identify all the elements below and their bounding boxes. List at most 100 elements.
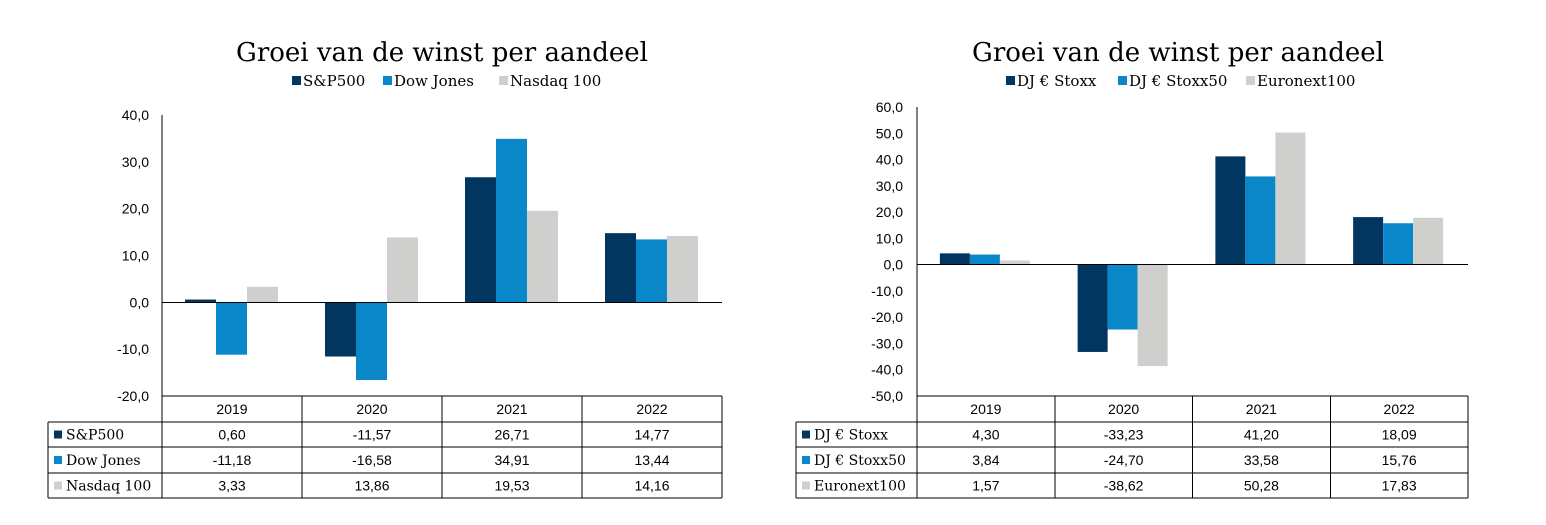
bar: [636, 239, 667, 303]
bar: [387, 237, 418, 303]
table-row-label: Dow Jones: [66, 453, 141, 469]
table-legend-key: [802, 481, 810, 490]
table-cell-value: 26,71: [494, 427, 529, 443]
table-cell-value: 13,86: [354, 478, 389, 494]
legend-entry: Nasdaq 100: [510, 72, 601, 90]
chart-1: Groei van de winst per aandeel S&P500 Dow …: [47, 38, 723, 499]
y-tick-label: 40,0: [122, 107, 149, 123]
y-tick-label: 50,0: [876, 125, 903, 141]
chart-2: Groei van de winst per aandeel DJ € Stoxx…: [795, 38, 1469, 499]
table-cell-value: 4,30: [972, 427, 999, 443]
table-row-label: DJ € Stoxx: [814, 428, 888, 444]
table-cell-value: 14,77: [634, 427, 669, 443]
bar: [1275, 132, 1306, 265]
table-cell-value: 0,60: [218, 427, 245, 443]
table-cell-value: -24,70: [1104, 452, 1144, 468]
table-cell-value: -11,18: [213, 452, 252, 468]
table-cell-value: 50,28: [1244, 478, 1279, 494]
table-cell-value: 33,58: [1244, 452, 1279, 468]
chart-title: Groei van de winst per aandeel: [236, 38, 648, 68]
x-category-label: 2022: [636, 401, 667, 417]
table-cell-value: 3,33: [218, 478, 245, 494]
table-legend-key: [802, 456, 810, 464]
table-cell-value: 41,20: [1244, 427, 1279, 443]
bar: [216, 302, 247, 355]
table-row-label: S&P500: [66, 428, 124, 444]
legend-entry: Euronext100: [1257, 72, 1355, 90]
x-category-label: 2022: [1384, 401, 1415, 417]
legend-entry: DJ € Stoxx50: [1129, 72, 1227, 90]
bar: [605, 233, 636, 303]
bar: [185, 299, 216, 303]
legend-entry: Dow Jones: [394, 72, 474, 90]
legend-swatch: [499, 76, 508, 85]
bar: [527, 210, 558, 303]
table-cell-value: 15,76: [1382, 452, 1417, 468]
y-tick-label: 30,0: [876, 178, 903, 194]
legend-entry: DJ € Stoxx: [1017, 72, 1097, 90]
bar: [356, 302, 387, 380]
table-cell-value: -38,62: [1104, 478, 1144, 494]
bar: [999, 260, 1030, 265]
bar: [496, 138, 527, 303]
bar: [939, 253, 970, 265]
bar: [1107, 264, 1138, 330]
legend-swatch: [292, 76, 301, 85]
y-tick-label: -50,0: [871, 388, 903, 404]
table-cell-value: 18,09: [1382, 427, 1417, 443]
y-tick-label: 20,0: [876, 204, 903, 220]
y-tick-label: 20,0: [122, 201, 149, 217]
y-tick-label: 0,0: [130, 294, 150, 310]
y-tick-label: -10,0: [117, 341, 149, 357]
table-legend-key: [802, 430, 810, 439]
y-tick-label: -20,0: [871, 309, 903, 325]
y-tick-label: 40,0: [876, 152, 903, 168]
table-row-label: Euronext100: [814, 479, 906, 495]
table-row-label: Nasdaq 100: [66, 479, 151, 495]
bar: [325, 302, 356, 357]
table-legend-key: [54, 430, 62, 439]
y-tick-label: -10,0: [871, 283, 903, 299]
bar: [1077, 264, 1108, 352]
y-tick-label: -30,0: [871, 335, 903, 351]
x-category-label: 2019: [216, 401, 247, 417]
y-tick-label: 30,0: [122, 154, 149, 170]
table-cell-value: 3,84: [972, 452, 999, 468]
x-category-label: 2020: [356, 401, 387, 417]
y-tick-label: 10,0: [876, 230, 903, 246]
table-cell-value: 17,83: [1382, 478, 1417, 494]
table-cell-value: -11,57: [353, 427, 392, 443]
x-category-label: 2020: [1108, 401, 1139, 417]
bar: [1413, 217, 1444, 265]
bar: [1383, 223, 1414, 265]
table-cell-value: 1,57: [972, 478, 999, 494]
table-cell-value: 19,53: [494, 478, 529, 494]
table-cell-value: 34,91: [494, 452, 529, 468]
chart-title: Groei van de winst per aandeel: [972, 38, 1384, 68]
table-cell-value: -16,58: [352, 452, 392, 468]
table-legend-key: [54, 456, 62, 464]
bar: [969, 254, 1000, 265]
bar: [247, 286, 278, 303]
legend-swatch: [1006, 76, 1015, 85]
x-category-label: 2021: [496, 401, 527, 417]
bar: [1353, 217, 1384, 265]
table-cell-value: 14,16: [634, 478, 669, 494]
x-category-label: 2019: [970, 401, 1001, 417]
y-tick-label: -20,0: [117, 388, 149, 404]
y-tick-label: -40,0: [871, 362, 903, 378]
x-category-label: 2021: [1246, 401, 1277, 417]
y-tick-label: 10,0: [122, 248, 149, 264]
table-cell-value: -33,23: [1104, 427, 1144, 443]
y-tick-label: 0,0: [884, 257, 904, 273]
legend-entry: S&P500: [303, 72, 365, 90]
y-tick-label: 60,0: [876, 99, 903, 115]
bar: [465, 177, 496, 303]
table-cell-value: 13,44: [634, 452, 669, 468]
bar: [1215, 156, 1246, 265]
bar: [1245, 176, 1276, 265]
bar: [1137, 264, 1168, 367]
table-row-label: DJ € Stoxx50: [814, 453, 906, 469]
legend-swatch: [1246, 76, 1255, 85]
